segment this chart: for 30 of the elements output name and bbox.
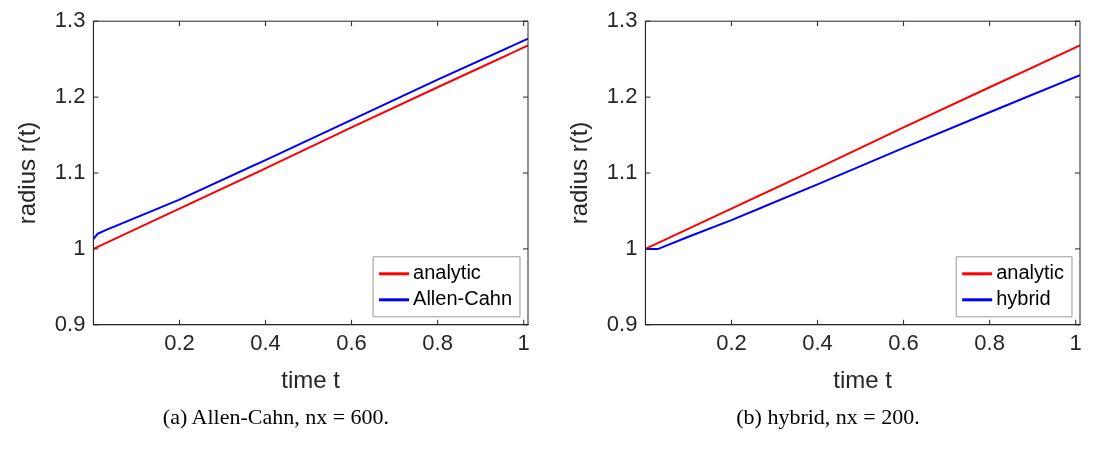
y-tick-label: 1.2 — [606, 83, 638, 109]
x-tick-label: 1 — [1069, 330, 1082, 356]
x-axis-title: time t — [281, 366, 341, 394]
y-tick-label: 1 — [73, 234, 86, 260]
y-axis-title: radius r(t) — [565, 121, 593, 225]
x-tick-label: 0.4 — [250, 330, 281, 356]
x-axis-title: time t — [833, 366, 893, 394]
x-tick-label: 0.8 — [974, 330, 1005, 356]
x-tick-label: 0.8 — [422, 330, 453, 356]
x-tick-label: 0.2 — [716, 330, 747, 356]
text: (a) Allen-Cahn, nx = 600. — [161, 404, 391, 430]
y-tick-label: 1.2 — [54, 83, 86, 109]
y-tick-label: 0.9 — [54, 310, 86, 336]
x-tick-label: 0.6 — [888, 330, 919, 356]
y-axis-title: radius r(t) — [13, 121, 41, 225]
x-tick-label: 0.4 — [802, 330, 833, 356]
y-tick-label: 1 — [625, 234, 638, 260]
legend-label: analytic — [413, 261, 481, 284]
y-tick-label: 1.3 — [54, 7, 86, 33]
x-tick-label: 0.2 — [164, 330, 195, 356]
x-tick-label: 1 — [517, 330, 530, 356]
x-tick-label: 0.6 — [336, 330, 367, 356]
text: (b) hybrid, nx = 200. — [735, 404, 921, 430]
legend-label: Allen-Cahn — [413, 287, 513, 310]
y-tick-label: 1.1 — [54, 159, 86, 185]
y-tick-label: 1.1 — [606, 159, 638, 185]
legend-label: hybrid — [996, 287, 1051, 310]
y-tick-label: 0.9 — [606, 310, 638, 336]
legend-label: analytic — [996, 261, 1064, 284]
y-tick-label: 1.3 — [606, 7, 638, 33]
